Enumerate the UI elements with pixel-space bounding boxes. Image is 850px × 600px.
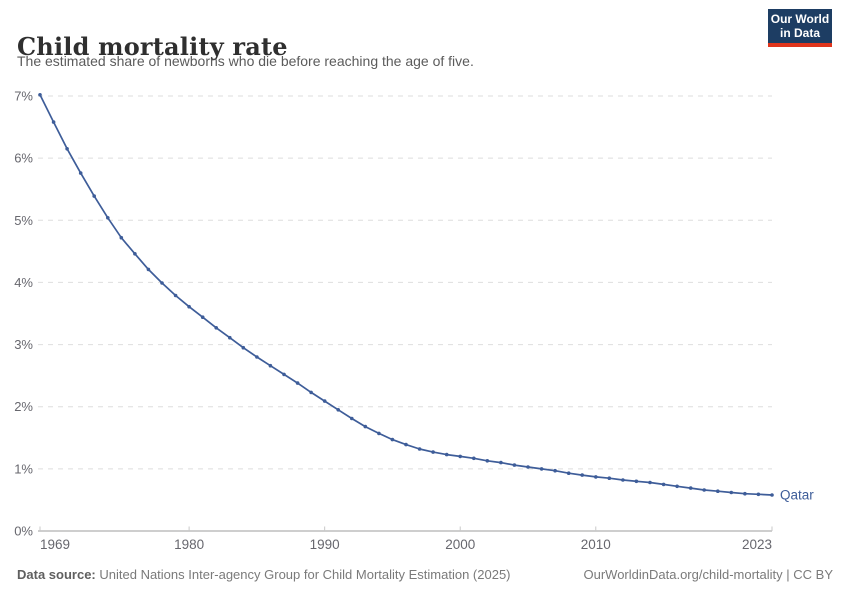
data-point-marker [594,475,598,479]
data-point-marker [295,381,300,385]
data-point-marker [404,442,408,447]
footer-link[interactable]: OurWorldinData.org/child-mortality | CC … [583,567,834,582]
data-point-marker [553,468,557,473]
data-point-marker [431,450,435,454]
data-point-marker [146,267,151,272]
data-point-marker [499,460,503,465]
data-point-marker [716,489,720,494]
data-point-marker [38,93,42,97]
x-tick-label: 1990 [310,537,340,552]
data-point-marker [526,465,530,469]
data-point-marker [241,345,246,350]
data-point-marker [214,326,218,330]
x-tick-label: 2023 [742,537,772,552]
y-tick-label: 3% [14,337,33,352]
y-tick-label: 4% [14,275,33,290]
data-point-marker [702,488,706,492]
data-point-marker [417,447,422,451]
x-tick-label: 1969 [40,537,70,552]
data-point-marker [322,399,327,403]
x-tick-label: 2000 [445,537,475,552]
data-point-marker [458,454,463,459]
data-point-marker [106,216,110,220]
data-point-marker [133,252,137,256]
data-source-label: Data source: [17,567,96,582]
y-tick-label: 1% [14,461,33,476]
owid-logo-line2: in Data [779,26,820,40]
data-point-marker [472,456,476,461]
data-point-marker [377,431,381,436]
data-source-text: United Nations Inter-agency Group for Ch… [99,567,511,582]
data-point-marker [743,491,747,496]
data-point-marker [539,467,544,471]
data-point-marker [160,281,164,285]
chart-subtitle: The estimated share of newborns who die … [17,53,474,69]
data-point-marker [78,171,83,175]
data-point-marker [187,304,191,309]
y-tick-label: 5% [14,213,33,228]
data-point-marker [444,452,449,457]
y-tick-label: 7% [14,89,33,104]
data-source: Data source: United Nations Inter-agency… [17,567,511,582]
data-point-marker [390,437,395,442]
series-end-label: Qatar [780,487,814,502]
chart-footer: Data source: United Nations Inter-agency… [17,567,833,582]
data-point-marker [51,120,56,124]
data-point-marker [309,390,313,395]
data-series-line [39,93,773,496]
data-point-marker [65,147,69,151]
page-title: Child mortality rate [17,32,288,62]
data-point-marker [661,482,666,487]
owid-logo-line1: Our World [770,12,830,26]
data-point-marker [228,335,232,340]
data-point-marker [282,372,286,377]
data-point-marker [675,484,679,489]
data-point-marker [621,478,625,482]
data-point-marker [580,473,584,477]
data-point-marker [350,416,354,421]
data-point-marker [255,355,259,359]
data-point-marker [363,424,368,429]
data-point-marker [634,479,639,484]
x-tick-label: 1980 [174,537,204,552]
data-point-marker [512,463,517,467]
data-point-marker [92,194,96,198]
data-point-marker [268,363,273,368]
data-point-marker [566,471,571,476]
x-tick-label: 2010 [581,537,611,552]
data-point-marker [756,492,761,497]
data-point-marker [688,486,693,490]
data-point-marker [485,459,490,463]
data-point-marker [336,408,341,412]
data-point-marker [770,493,774,497]
y-tick-label: 6% [14,151,33,166]
data-point-marker [648,480,652,485]
y-tick-label: 0% [14,524,33,539]
y-tick-label: 2% [14,399,33,414]
data-point-marker [729,490,734,495]
data-point-marker [173,293,178,298]
owid-logo[interactable]: Our World in Data [768,9,832,47]
data-point-marker [607,476,612,481]
data-point-marker [200,315,205,320]
data-point-marker [119,235,124,240]
